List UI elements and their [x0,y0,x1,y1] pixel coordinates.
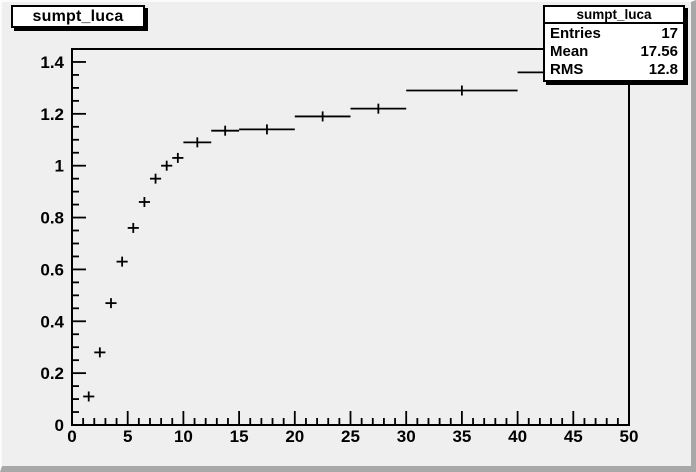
stats-row-entries: Entries 17 [545,25,683,43]
stats-rms-label: RMS [550,61,584,78]
stats-entries-label: Entries [550,25,601,42]
tick-label: 0.6 [40,260,64,279]
stats-mean-label: Mean [550,43,589,60]
plot-area[interactable]: 0 5 10 15 20 25 30 35 40 45 50 0 0.2 0.4 0.6 0.8 1 1.2 1.4 [2,2,691,466]
tick-label: 15 [230,427,249,446]
plot-frame [71,48,630,426]
tick-label: 20 [285,427,304,446]
stats-row-mean: Mean 17.56 [545,43,683,61]
tick-label: 30 [397,427,416,446]
tick-label: 1.2 [40,105,64,124]
tick-label: 50 [620,427,639,446]
tick-label: 40 [508,427,527,446]
stats-entries-value: 17 [661,25,678,42]
data-points[interactable] [83,67,629,402]
tick-label: 10 [174,427,193,446]
x-axis-labels: 0 5 10 15 20 25 30 35 40 45 50 [67,427,638,446]
stats-box[interactable]: sumpt_luca Entries 17 Mean 17.56 RMS 12.… [543,5,685,82]
tick-label: 45 [564,427,583,446]
stats-rms-value: 12.8 [648,61,678,78]
stats-rows: Entries 17 Mean 17.56 RMS 12.8 [545,24,683,80]
stats-box-title: sumpt_luca [545,7,683,24]
stats-row-rms: RMS 12.8 [545,61,683,79]
histogram-title-box[interactable]: sumpt_luca [11,5,145,28]
tick-label: 0 [55,416,64,435]
stats-mean-value: 17.56 [640,43,678,60]
tick-label: 0 [67,427,76,446]
tick-label: 0.2 [40,364,64,383]
tick-label: 35 [452,427,471,446]
tick-label: 25 [341,427,360,446]
histogram-title-label: sumpt_luca [32,7,124,25]
tick-label: 0.4 [40,312,64,331]
tick-label: 1.4 [40,53,64,72]
y-axis-labels: 0 0.2 0.4 0.6 0.8 1 1.2 1.4 [40,53,64,435]
y-axis-ticks [72,48,86,426]
x-axis-ticks [71,411,630,425]
tick-label: 0.8 [40,209,64,228]
tick-label: 1 [55,157,64,176]
tick-label: 5 [123,427,132,446]
